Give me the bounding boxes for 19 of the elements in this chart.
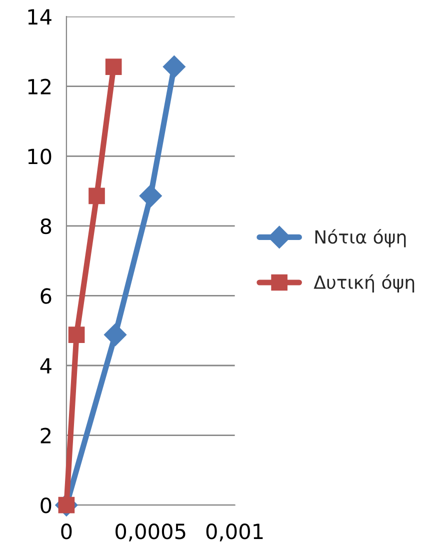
point [68, 326, 85, 343]
point [88, 188, 105, 204]
x-tick-label: 0 [61, 524, 72, 540]
y-tick-label: 0 [40, 498, 52, 514]
point [105, 58, 122, 75]
y-tick-label: 8 [40, 218, 52, 234]
point [139, 184, 162, 208]
y-tick-label: 2 [40, 428, 50, 444]
point [162, 55, 186, 78]
x-tick-label: 0,0005 [116, 524, 186, 542]
y-tick-label: 4 [40, 358, 52, 374]
y-tick-label: 6 [40, 288, 52, 304]
x-tick-label: 0,001 [206, 524, 263, 542]
point [104, 323, 127, 346]
legend-label: Δυτική όψη [314, 274, 414, 293]
y-tick-label: 12 [28, 78, 50, 94]
legend-label: Νότια όψη [315, 229, 406, 248]
y-tick-label: 10 [28, 148, 52, 164]
y-tick-label: 14 [28, 9, 52, 24]
